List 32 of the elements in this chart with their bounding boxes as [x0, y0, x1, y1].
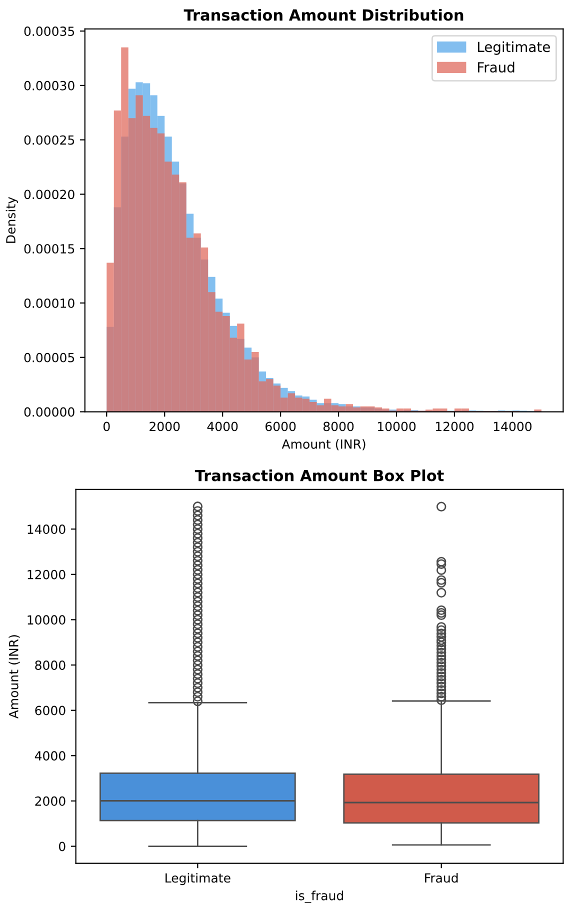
- x-tick-label: 12000: [436, 422, 474, 432]
- x-tick-label: 6000: [266, 422, 296, 432]
- x-tick-label: 0: [103, 422, 110, 432]
- x-axis-title: Amount (INR): [282, 439, 366, 450]
- x-tick-label: 14000: [494, 422, 532, 432]
- x-tick-label: 10000: [378, 422, 416, 432]
- x-axis-title: is_fraud: [296, 890, 344, 903]
- legend-label: Fraud: [478, 62, 514, 73]
- y-tick-label: 14000: [28, 524, 66, 534]
- y-tick-label: 0: [58, 842, 66, 852]
- y-tick-label: 10000: [28, 615, 66, 625]
- y-tick-label: 8000: [35, 660, 66, 670]
- y-tick-label: 0.00010: [24, 298, 74, 308]
- y-axis-title: Amount (INR): [8, 635, 20, 719]
- chart-title: Transaction Amount Distribution: [184, 8, 464, 21]
- y-tick-label: 0.00020: [24, 190, 74, 200]
- y-tick-label: 0.00000: [24, 407, 74, 417]
- x-tick-label: 4000: [207, 422, 238, 432]
- x-tick-label: 8000: [323, 422, 354, 432]
- y-tick-label: 0.00035: [24, 26, 74, 36]
- y-tick-label: 2000: [35, 796, 66, 806]
- x-tick-label: 2000: [150, 422, 180, 432]
- y-tick-label: 0.00005: [24, 352, 74, 362]
- chart-title: Transaction Amount Box Plot: [194, 469, 444, 482]
- legend-label: Legitimate: [478, 41, 550, 55]
- y-tick-label: 4000: [34, 751, 66, 761]
- y-axis-title: Density: [6, 196, 18, 243]
- y-tick-label: 6000: [35, 706, 66, 716]
- y-tick-label: 0.00015: [24, 244, 74, 254]
- y-tick-label: 12000: [28, 570, 66, 580]
- y-tick-label: 0.00030: [24, 80, 74, 90]
- y-tick-label: 0.00025: [24, 135, 74, 145]
